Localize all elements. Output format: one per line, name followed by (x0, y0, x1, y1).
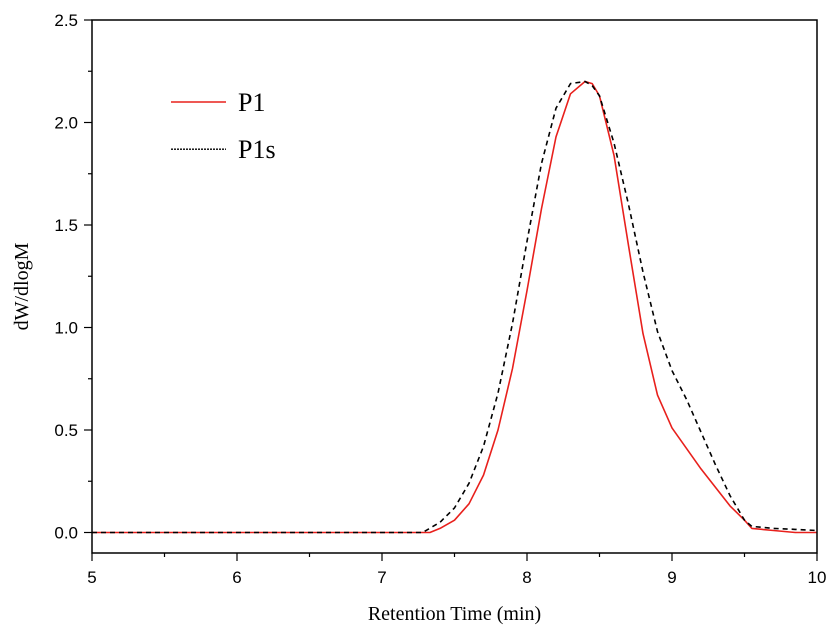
x-tick-label: 8 (522, 568, 531, 587)
axes-layer: 5 6 7 8 9 10 0.0 0.5 1.0 1.5 2.0 2.5 (54, 11, 826, 587)
y-tick-label: 2.0 (54, 114, 78, 133)
y-axis-label: dW/dlogM (11, 242, 33, 330)
y-tick-label: 0.0 (54, 524, 78, 543)
legend-label-p1s: P1s (238, 135, 276, 164)
x-axis-label: Retention Time (min) (368, 603, 541, 625)
x-tick-label: 6 (232, 568, 241, 587)
legend-label-p1: P1 (238, 88, 265, 117)
x-tick-label: 7 (377, 568, 386, 587)
x-tick-label: 10 (808, 568, 827, 587)
series-layer (92, 80, 818, 534)
y-tick-label: 0.5 (54, 421, 78, 440)
y-tick-label: 1.5 (54, 216, 78, 235)
x-tick-label: 9 (667, 568, 676, 587)
y-tick-label: 1.0 (54, 319, 78, 338)
plot-frame (91, 19, 818, 554)
x-tick-label: 5 (87, 568, 96, 587)
series-line-p1s (92, 80, 818, 534)
y-tick-label: 2.5 (54, 11, 78, 30)
series-line-p1 (92, 80, 817, 534)
legend: P1 P1s (171, 88, 276, 164)
